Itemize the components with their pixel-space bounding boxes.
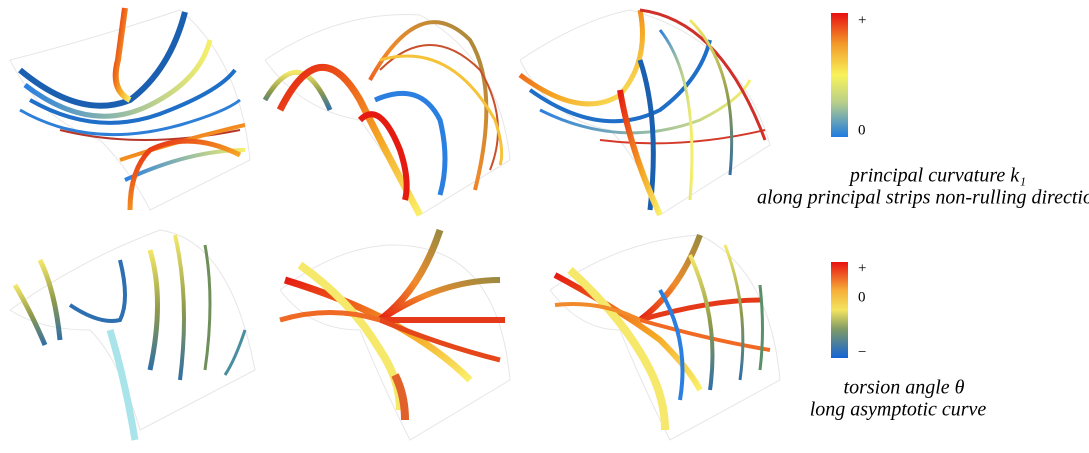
strips-panel bbox=[10, 8, 250, 210]
strip bbox=[380, 230, 440, 320]
colorbar-max-label: + bbox=[858, 260, 866, 276]
strip bbox=[15, 285, 45, 345]
colorbar-mid-label: 0 bbox=[858, 289, 866, 305]
strip bbox=[110, 330, 135, 440]
strip bbox=[116, 8, 130, 100]
strip bbox=[175, 235, 184, 380]
strip bbox=[725, 245, 743, 380]
strips-panel bbox=[550, 235, 780, 440]
strip bbox=[640, 320, 770, 350]
colorbar-min-label: 0 bbox=[858, 122, 866, 138]
strips-panel bbox=[265, 15, 510, 215]
strip bbox=[690, 255, 713, 390]
colorbar bbox=[831, 262, 848, 358]
surface-outline bbox=[10, 230, 255, 430]
colorbar bbox=[831, 13, 848, 137]
caption-line: long asymptotic curve bbox=[810, 399, 987, 421]
figure: + 0 principal curvature k₁ along princip… bbox=[0, 0, 1089, 448]
strip bbox=[285, 280, 470, 380]
strip bbox=[225, 330, 245, 375]
strip bbox=[640, 10, 765, 140]
strip bbox=[70, 260, 125, 321]
strip bbox=[205, 245, 210, 370]
colorbar-min-label: − bbox=[858, 344, 866, 360]
strips-panel bbox=[10, 230, 255, 440]
strip bbox=[660, 30, 692, 200]
strip bbox=[360, 114, 407, 200]
strips-panel bbox=[520, 10, 770, 215]
caption-line: along principal strips non-rulling direc… bbox=[757, 187, 1089, 209]
page: {"top_legend": {"max_label": "+", "min_l… bbox=[0, 0, 1089, 448]
strip bbox=[760, 285, 763, 370]
strip bbox=[520, 10, 643, 104]
caption-line: principal curvature k₁ bbox=[848, 165, 1026, 187]
colorbar-max-label: + bbox=[858, 12, 866, 28]
caption-line: torsion angle θ bbox=[844, 377, 965, 399]
strip bbox=[20, 12, 185, 106]
strips-panel bbox=[280, 230, 510, 440]
strip bbox=[150, 250, 158, 370]
strip bbox=[280, 313, 380, 321]
strip bbox=[40, 260, 60, 340]
